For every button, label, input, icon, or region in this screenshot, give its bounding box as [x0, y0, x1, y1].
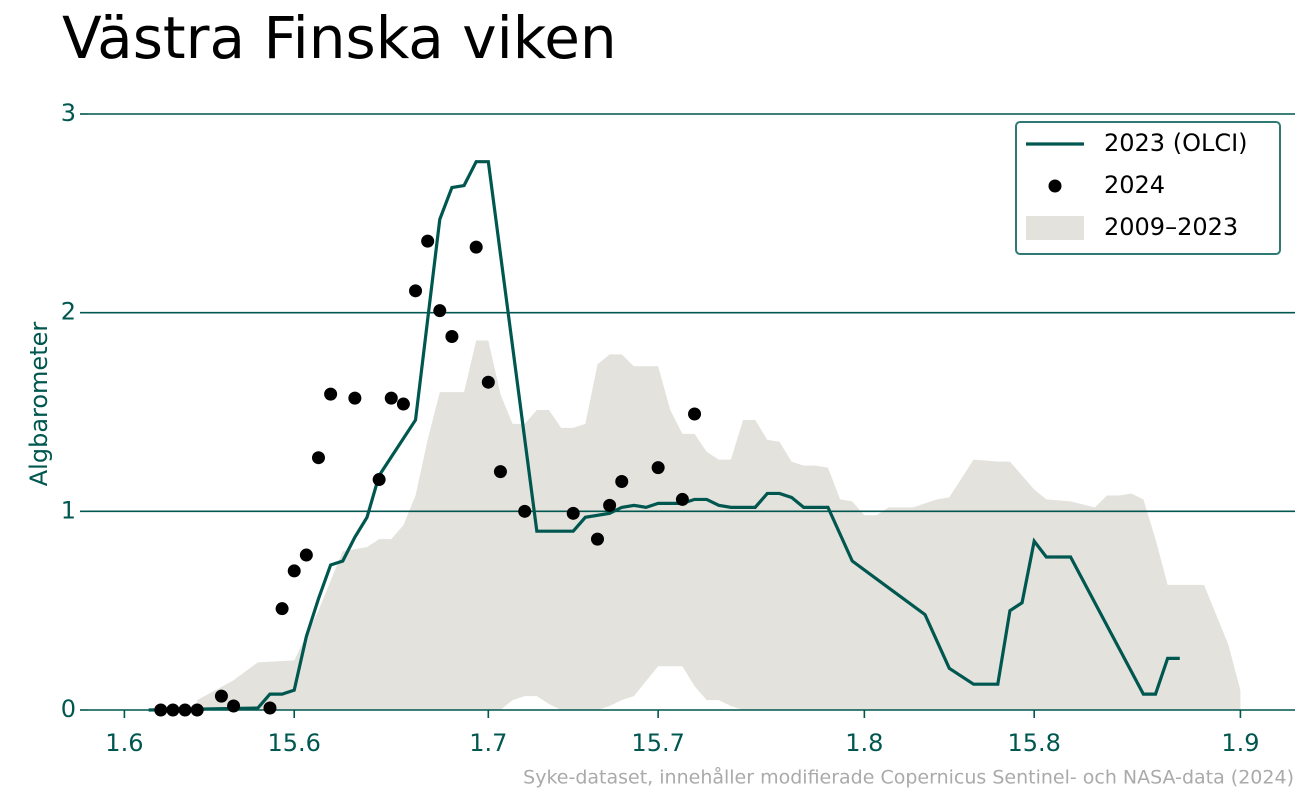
scatter-point [409, 284, 423, 298]
scatter-point [214, 689, 228, 703]
scatter-point [675, 492, 689, 506]
scatter-point [518, 504, 532, 518]
legend-label: 2024 [1104, 171, 1165, 199]
scatter-point [348, 391, 362, 405]
scatter-point [566, 506, 580, 520]
scatter-point [299, 548, 313, 562]
scatter-point [603, 498, 617, 512]
scatter-point [190, 703, 204, 717]
legend-swatch [1048, 179, 1062, 193]
scatter-point [263, 701, 277, 715]
y-tick-label: 0 [61, 695, 76, 723]
scatter-point [372, 473, 386, 487]
scatter-point [396, 397, 410, 411]
scatter-point [324, 387, 338, 401]
source-note: Syke-dataset, innehåller modifierade Cop… [523, 766, 1294, 789]
scatter-point [178, 703, 192, 717]
band-area [197, 340, 1241, 710]
scatter-point [166, 703, 180, 717]
scatter-point [421, 234, 435, 248]
x-tick-label: 1.7 [469, 729, 507, 757]
x-tick-label: 15.6 [268, 729, 321, 757]
scatter-point [433, 304, 447, 318]
scatter-point [615, 475, 629, 489]
legend-swatch [1026, 216, 1084, 240]
chart-title: Västra Finska viken [62, 4, 617, 72]
x-tick-label: 1.8 [845, 729, 883, 757]
x-tick-label: 15.8 [1007, 729, 1060, 757]
legend-label: 2009–2023 [1104, 213, 1238, 241]
scatter-point [287, 564, 301, 578]
x-tick-label: 1.9 [1221, 729, 1259, 757]
legend-label: 2023 (OLCI) [1104, 129, 1248, 157]
scatter-point [651, 461, 665, 475]
scatter-point [275, 602, 289, 616]
scatter-point [154, 703, 168, 717]
scatter-point [469, 240, 483, 254]
x-tick-label: 1.6 [105, 729, 143, 757]
scatter-point [311, 451, 325, 465]
line-series [148, 160, 1180, 712]
y-tick-label: 1 [61, 496, 76, 524]
scatter-point [481, 375, 495, 389]
scatter-point [493, 465, 507, 479]
scatter-point [384, 391, 398, 405]
scatter-point [445, 330, 459, 344]
scatter-point [590, 532, 604, 546]
scatter-point [688, 407, 702, 421]
scatter-point [227, 699, 241, 713]
y-axis-label: Algbarometer [25, 322, 53, 487]
y-tick-label: 3 [61, 99, 76, 127]
y-tick-label: 2 [61, 298, 76, 326]
x-tick-label: 15.7 [631, 729, 684, 757]
